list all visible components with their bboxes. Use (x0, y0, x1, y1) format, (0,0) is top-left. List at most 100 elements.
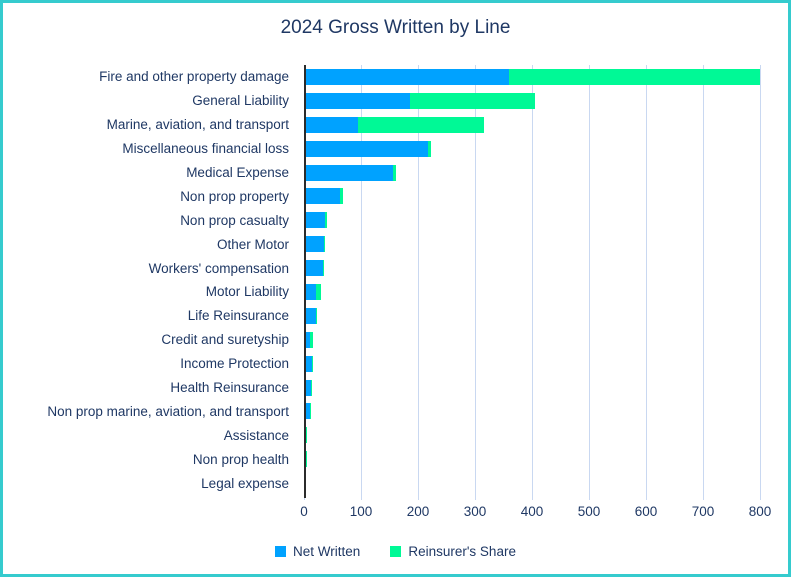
reinsurers-share-swatch-icon (390, 546, 402, 557)
bar-segment-reinsurer-s-share[interactable] (509, 68, 760, 85)
bar-segment-net-written[interactable] (304, 212, 325, 229)
bar-row (304, 89, 760, 113)
gridline (646, 65, 647, 500)
bar-segment-reinsurer-s-share[interactable] (393, 164, 397, 181)
bar-segment-reinsurer-s-share[interactable] (340, 188, 343, 205)
bar-row (304, 423, 760, 447)
x-axis: 0 100 200 300 400 500 600 700 800 (300, 495, 771, 522)
category-label: Credit and suretyship (161, 332, 289, 348)
gridline (418, 65, 419, 500)
y-axis-line (304, 65, 306, 498)
x-tick-mark (703, 495, 704, 500)
bar-segment-reinsurer-s-share[interactable] (309, 403, 311, 420)
bar-rows (304, 65, 760, 495)
chart-title: 2024 Gross Written by Line (280, 17, 511, 38)
category-label: Life Reinsurance (187, 308, 289, 324)
bar-segment-net-written[interactable] (304, 260, 323, 277)
category-axis: Fire and other property damage General Li… (3, 65, 296, 495)
bar-segment-net-written[interactable] (304, 116, 359, 133)
category-label: Miscellaneous financial loss (122, 141, 289, 157)
bar-row (304, 471, 760, 495)
legend: Net Written Reinsurer's Share (3, 544, 788, 559)
category-label: General Liability (192, 93, 289, 109)
bar-segment-reinsurer-s-share[interactable] (324, 212, 327, 229)
bar-segment-reinsurer-s-share[interactable] (315, 307, 317, 324)
legend-label-reinsurers-share: Reinsurer's Share (408, 544, 516, 559)
bar-segment-net-written[interactable] (304, 403, 310, 420)
category-label: Other Motor (216, 236, 289, 252)
bar-segment-net-written[interactable] (304, 307, 316, 324)
bar-row (304, 256, 760, 280)
bar-segment-reinsurer-s-share[interactable] (310, 331, 313, 348)
bar-segment-reinsurer-s-share[interactable] (323, 236, 325, 253)
bar-row (304, 184, 760, 208)
category-label: Workers' compensation (148, 260, 289, 276)
bar-segment-net-written[interactable] (304, 331, 311, 348)
bar-segment-reinsurer-s-share[interactable] (310, 379, 312, 396)
x-tick-mark (361, 495, 362, 500)
bar-segment-net-written[interactable] (304, 355, 312, 372)
bar-row (304, 352, 760, 376)
category-label: Medical Expense (186, 165, 289, 180)
bar-segment-net-written[interactable] (304, 164, 394, 181)
x-tick-mark (418, 495, 419, 500)
bar-segment-reinsurer-s-share[interactable] (311, 355, 313, 372)
category-label: Health Reinsurance (170, 380, 289, 396)
gridline (361, 65, 362, 500)
bar-segment-net-written[interactable] (304, 188, 341, 205)
bar-row (304, 447, 760, 471)
legend-item-net-written[interactable]: Net Written (275, 544, 360, 559)
legend-label-net-written: Net Written (293, 544, 361, 559)
bar-row (304, 280, 760, 304)
bar-segment-reinsurer-s-share[interactable] (306, 427, 308, 444)
bar-segment-net-written[interactable] (304, 140, 428, 157)
bar-row (304, 232, 760, 256)
x-tick-label: 800 (748, 504, 772, 519)
gridline (589, 65, 590, 500)
category-label: Non prop health (192, 451, 289, 467)
bar-row (304, 65, 760, 89)
x-tick-mark (760, 495, 761, 500)
legend-item-reinsurers-share[interactable]: Reinsurer's Share (390, 544, 516, 559)
bar-segment-reinsurer-s-share[interactable] (358, 116, 484, 133)
category-label: Marine, aviation, and transport (106, 117, 289, 133)
bar-row (304, 376, 760, 400)
bar-row (304, 328, 760, 352)
net-written-swatch-icon (275, 546, 287, 557)
x-tick-label: 500 (577, 504, 601, 519)
x-tick-label: 600 (634, 504, 658, 519)
bar-row (304, 304, 760, 328)
plot-area (304, 65, 761, 500)
bar-row (304, 161, 760, 185)
bar-segment-reinsurer-s-share[interactable] (322, 260, 324, 277)
bar-segment-net-written[interactable] (304, 68, 510, 85)
x-tick-mark (646, 495, 647, 500)
category-label: Non prop marine, aviation, and transport (47, 403, 289, 419)
bar-segment-net-written[interactable] (304, 283, 316, 300)
x-tick-label: 200 (406, 504, 430, 519)
bar-row (304, 399, 760, 423)
category-label: Non prop casualty (180, 212, 289, 228)
bar-segment-reinsurer-s-share[interactable] (427, 140, 432, 157)
bar-segment-reinsurer-s-share[interactable] (410, 92, 536, 109)
x-tick-label: 400 (520, 504, 544, 519)
category-label: Assistance (223, 427, 289, 443)
bar-row (304, 137, 760, 161)
bar-segment-net-written[interactable] (304, 379, 311, 396)
x-tick-label: 100 (349, 504, 373, 519)
category-label: Non prop property (180, 188, 289, 204)
bar-segment-net-written[interactable] (304, 92, 411, 109)
bar-segment-reinsurer-s-share[interactable] (315, 283, 322, 300)
x-tick-mark (475, 495, 476, 500)
category-label: Legal expense (201, 475, 289, 491)
category-label: Income Protection (180, 356, 289, 372)
bar-row (304, 208, 760, 232)
x-tick-label: 0 (300, 504, 308, 519)
x-tick-mark (589, 495, 590, 500)
bar-segment-net-written[interactable] (304, 236, 324, 253)
gridline (475, 65, 476, 500)
gridline (703, 65, 704, 500)
gridline (760, 65, 761, 500)
category-label: Motor Liability (205, 284, 289, 300)
